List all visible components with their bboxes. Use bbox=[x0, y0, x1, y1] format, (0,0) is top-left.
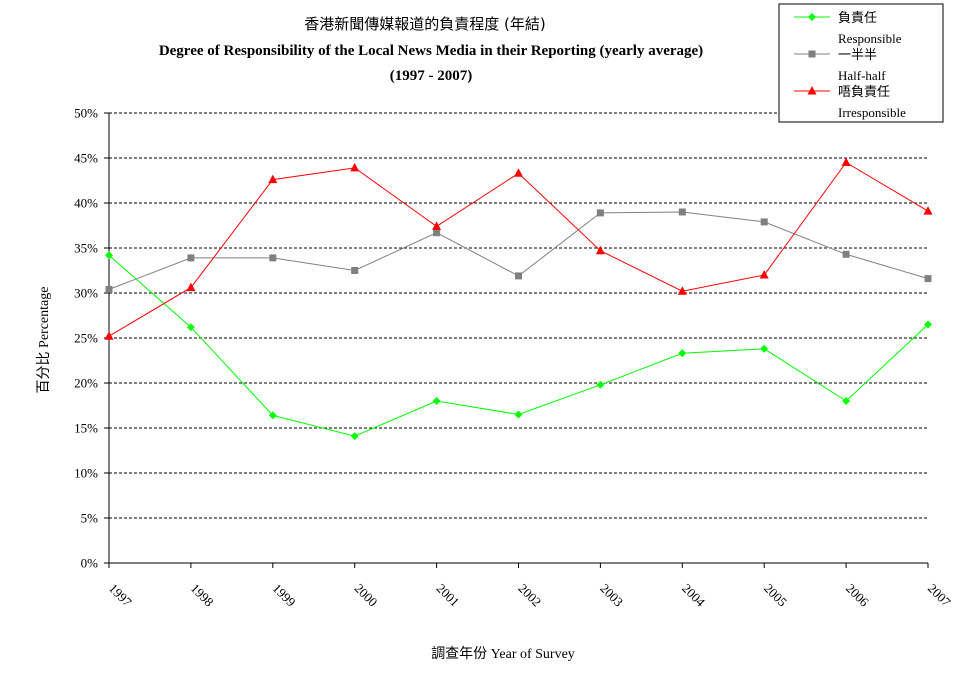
x-tick-label: 2007 bbox=[925, 581, 954, 610]
chart-title-zh: 香港新聞傳媒報道的負責程度 (年結) bbox=[304, 15, 545, 33]
data-point bbox=[595, 245, 605, 255]
legend-label: Responsible bbox=[838, 31, 902, 46]
data-point bbox=[678, 208, 686, 216]
chart-subtitle: (1997 - 2007) bbox=[390, 68, 473, 84]
grid-lines bbox=[108, 112, 928, 564]
legend-label-zh: 一半半 bbox=[838, 48, 877, 63]
series-3 bbox=[104, 157, 933, 340]
data-point bbox=[105, 251, 113, 260]
data-point bbox=[923, 206, 933, 215]
legend-marker bbox=[807, 86, 817, 95]
legend-label: Irresponsible bbox=[838, 105, 906, 120]
data-point bbox=[842, 250, 850, 258]
series-2 bbox=[105, 208, 932, 293]
x-tick-label: 2005 bbox=[761, 581, 790, 610]
data-point bbox=[678, 349, 687, 358]
data-point bbox=[842, 397, 851, 405]
legend-entry: 負責任 Responsible bbox=[794, 11, 902, 46]
data-point bbox=[841, 157, 851, 166]
data-point bbox=[104, 331, 114, 340]
data-point bbox=[432, 397, 441, 405]
data-point bbox=[105, 285, 113, 293]
x-tick-label: 1999 bbox=[270, 581, 299, 610]
legend-label-zh: 唔負責任 bbox=[838, 85, 890, 100]
data-point bbox=[187, 254, 195, 262]
data-point bbox=[760, 344, 769, 353]
series-group bbox=[104, 157, 933, 441]
y-tick-label: 40% bbox=[74, 196, 98, 211]
x-tick-label: 1997 bbox=[106, 581, 135, 610]
y-tick-label: 15% bbox=[74, 421, 98, 436]
data-point bbox=[677, 286, 687, 295]
data-point bbox=[760, 218, 768, 226]
data-point bbox=[269, 254, 277, 262]
x-tick-label: 2004 bbox=[679, 581, 708, 610]
y-tick-label: 10% bbox=[74, 466, 98, 481]
legend-marker bbox=[808, 50, 816, 58]
data-point bbox=[351, 267, 359, 274]
y-axis-label: 百分比 Percentage bbox=[36, 287, 52, 394]
data-point bbox=[514, 168, 523, 177]
data-point bbox=[268, 411, 277, 420]
x-axis-label: 調查年份 Year of Survey bbox=[431, 646, 575, 662]
y-tick-label: 20% bbox=[74, 376, 98, 391]
data-point bbox=[514, 410, 523, 419]
data-point bbox=[186, 323, 195, 332]
legend-marker bbox=[808, 13, 816, 21]
data-point bbox=[924, 320, 932, 329]
legend-label: Half-half bbox=[838, 68, 886, 83]
legend-entry: 唔負責任 Irresponsible bbox=[794, 85, 906, 120]
data-point bbox=[596, 209, 604, 217]
x-tick-label: 2006 bbox=[843, 581, 872, 610]
data-point bbox=[268, 174, 278, 184]
x-tick-label: 2001 bbox=[433, 581, 462, 610]
series-line bbox=[108, 254, 929, 437]
legend-entry: 一半半 Half-half bbox=[794, 48, 886, 83]
data-point bbox=[596, 380, 605, 389]
data-point bbox=[432, 221, 442, 230]
chart-title: Degree of Responsibility of the Local Ne… bbox=[159, 43, 703, 59]
y-tick-label: 0% bbox=[81, 556, 99, 571]
legend-label-zh: 負責任 bbox=[838, 11, 877, 26]
data-point bbox=[350, 432, 359, 441]
x-tick-label: 1998 bbox=[188, 581, 217, 610]
data-point bbox=[759, 270, 769, 279]
y-axis-ticks: 0% 5% 10% 15% 20% 25% 30% 35% 40% 45% 50% bbox=[74, 106, 109, 571]
legend: 負責任 Responsible 一半半 Half-half 唔負責任 Irresponsi… bbox=[778, 3, 944, 123]
data-point bbox=[350, 162, 360, 172]
legend-box bbox=[778, 3, 944, 123]
data-point bbox=[924, 275, 932, 283]
data-point bbox=[515, 272, 522, 280]
series-1 bbox=[105, 251, 932, 441]
y-tick-label: 35% bbox=[74, 241, 98, 256]
y-tick-label: 30% bbox=[74, 286, 98, 301]
x-tick-label: 2002 bbox=[515, 581, 544, 610]
y-tick-label: 45% bbox=[74, 151, 98, 166]
data-point bbox=[433, 229, 441, 237]
y-tick-label: 50% bbox=[74, 106, 98, 121]
x-axis-ticks: 1997 1998 1999 2000 2001 2002 2003 2004 2005 2006… bbox=[106, 563, 954, 610]
x-tick-label: 2000 bbox=[352, 581, 381, 610]
data-point bbox=[186, 282, 196, 292]
x-tick-label: 2003 bbox=[597, 581, 626, 610]
y-tick-label: 25% bbox=[74, 331, 98, 346]
series-line bbox=[108, 161, 929, 337]
y-tick-label: 5% bbox=[81, 511, 99, 526]
